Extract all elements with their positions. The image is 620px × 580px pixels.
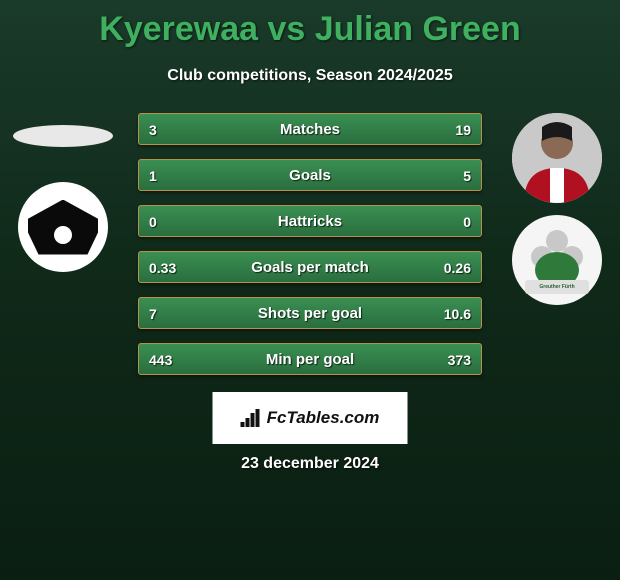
eagle-icon bbox=[28, 200, 98, 255]
stat-label: Goals bbox=[139, 160, 481, 192]
date-text: 23 december 2024 bbox=[0, 455, 620, 473]
brand-chart-icon bbox=[241, 409, 263, 427]
stat-left-value: 3 bbox=[149, 114, 157, 146]
avatar-icon bbox=[512, 113, 602, 203]
stat-right-value: 19 bbox=[455, 114, 471, 146]
left-player-column bbox=[8, 113, 118, 272]
club-ribbon-text: Greuther Fürth bbox=[525, 280, 589, 294]
stat-label: Goals per match bbox=[139, 252, 481, 284]
stat-bars: 3 Matches 19 1 Goals 5 0 Hattricks 0 0.3… bbox=[138, 113, 482, 389]
stat-row-hattricks: 0 Hattricks 0 bbox=[138, 205, 482, 237]
right-player-column: Greuther Fürth bbox=[502, 113, 612, 305]
brand-badge: FcTables.com bbox=[213, 392, 408, 444]
stat-row-gpm: 0.33 Goals per match 0.26 bbox=[138, 251, 482, 283]
stat-left-value: 1 bbox=[149, 160, 157, 192]
stat-right-value: 5 bbox=[463, 160, 471, 192]
stat-left-value: 0 bbox=[149, 206, 157, 238]
stat-right-value: 10.6 bbox=[444, 298, 471, 330]
player-right-avatar bbox=[512, 113, 602, 203]
stat-label: Hattricks bbox=[139, 206, 481, 238]
stat-left-value: 0.33 bbox=[149, 252, 176, 284]
player-left-avatar bbox=[13, 125, 113, 147]
stat-row-goals: 1 Goals 5 bbox=[138, 159, 482, 191]
stat-label: Matches bbox=[139, 114, 481, 146]
stat-label: Shots per goal bbox=[139, 298, 481, 330]
clover-icon: Greuther Fürth bbox=[527, 230, 587, 290]
comparison-panel: Greuther Fürth 3 Matches 19 1 Goals 5 0 … bbox=[0, 113, 620, 393]
stat-label: Min per goal bbox=[139, 344, 481, 376]
subtitle: Club competitions, Season 2024/2025 bbox=[0, 67, 620, 85]
player-right-club-badge: Greuther Fürth bbox=[512, 215, 602, 305]
stat-right-value: 0 bbox=[463, 206, 471, 238]
stat-left-value: 443 bbox=[149, 344, 172, 376]
stat-row-mpg: 443 Min per goal 373 bbox=[138, 343, 482, 375]
stat-row-spg: 7 Shots per goal 10.6 bbox=[138, 297, 482, 329]
page-title: Kyerewaa vs Julian Green bbox=[0, 0, 620, 49]
stat-left-value: 7 bbox=[149, 298, 157, 330]
brand-text: FcTables.com bbox=[267, 408, 380, 428]
stat-row-matches: 3 Matches 19 bbox=[138, 113, 482, 145]
stat-right-value: 373 bbox=[448, 344, 471, 376]
player-left-club-badge bbox=[18, 182, 108, 272]
stat-right-value: 0.26 bbox=[444, 252, 471, 284]
